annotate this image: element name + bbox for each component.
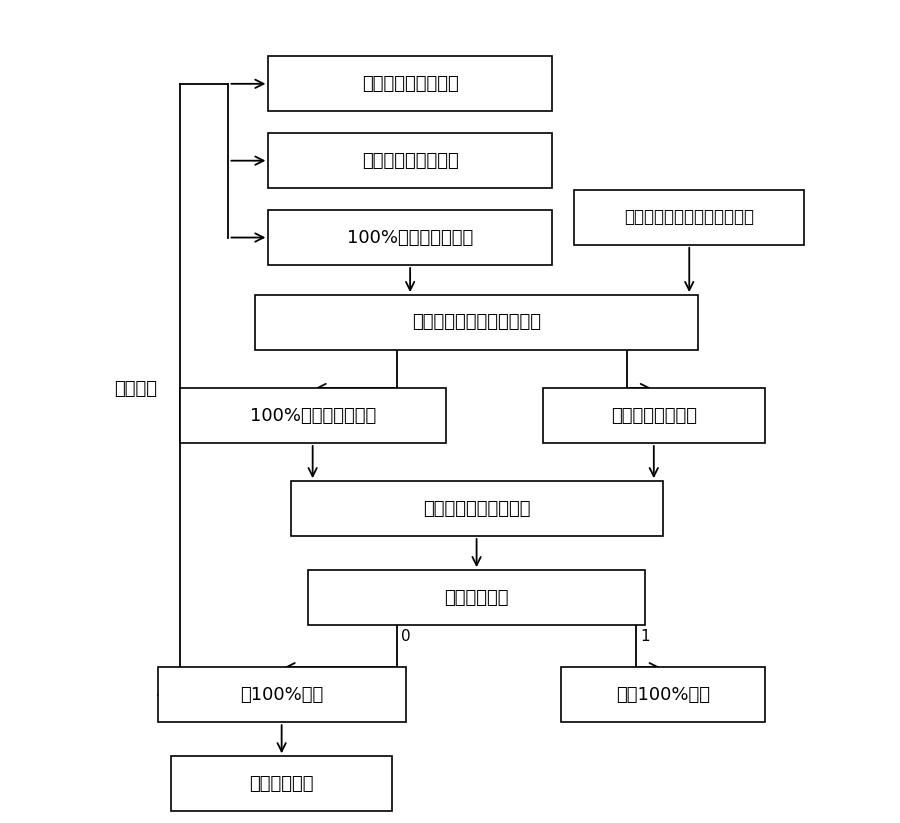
Text: 稳健马氏距离判别程序: 稳健马氏距离判别程序 <box>423 500 530 518</box>
Text: 测量待测样品的三维荧光光谱: 测量待测样品的三维荧光光谱 <box>625 208 754 226</box>
Text: 光谱比对: 光谱比对 <box>114 380 158 398</box>
FancyBboxPatch shape <box>268 210 552 265</box>
Text: 确定饮品类型: 确定饮品类型 <box>249 774 314 793</box>
FancyBboxPatch shape <box>308 570 645 625</box>
Text: 橙汁饮料标准光谱库: 橙汁饮料标准光谱库 <box>362 151 458 170</box>
FancyBboxPatch shape <box>268 56 552 111</box>
Text: 100%橙汁标准光谱库: 100%橙汁标准光谱库 <box>347 229 473 247</box>
FancyBboxPatch shape <box>255 295 698 350</box>
Text: 非100%橙汁: 非100%橙汁 <box>240 686 323 704</box>
FancyBboxPatch shape <box>171 756 392 811</box>
Text: 鲜榨橙汁标准光谱库: 鲜榨橙汁标准光谱库 <box>362 75 458 93</box>
FancyBboxPatch shape <box>561 667 765 723</box>
Text: 合格100%橙汁: 合格100%橙汁 <box>616 686 710 704</box>
Text: 三维荧光光谱重心提取程序: 三维荧光光谱重心提取程序 <box>412 314 541 332</box>
Text: 待测样品特征数据: 待测样品特征数据 <box>611 407 697 425</box>
Text: 0: 0 <box>401 629 411 644</box>
FancyBboxPatch shape <box>158 667 406 723</box>
FancyBboxPatch shape <box>268 133 552 188</box>
FancyBboxPatch shape <box>543 388 765 443</box>
FancyBboxPatch shape <box>291 481 662 536</box>
FancyBboxPatch shape <box>180 388 446 443</box>
Text: 输出判定结果: 输出判定结果 <box>445 588 508 607</box>
Text: 100%橙汁特征数据库: 100%橙汁特征数据库 <box>249 407 376 425</box>
Text: 1: 1 <box>641 629 650 644</box>
FancyBboxPatch shape <box>574 190 805 244</box>
